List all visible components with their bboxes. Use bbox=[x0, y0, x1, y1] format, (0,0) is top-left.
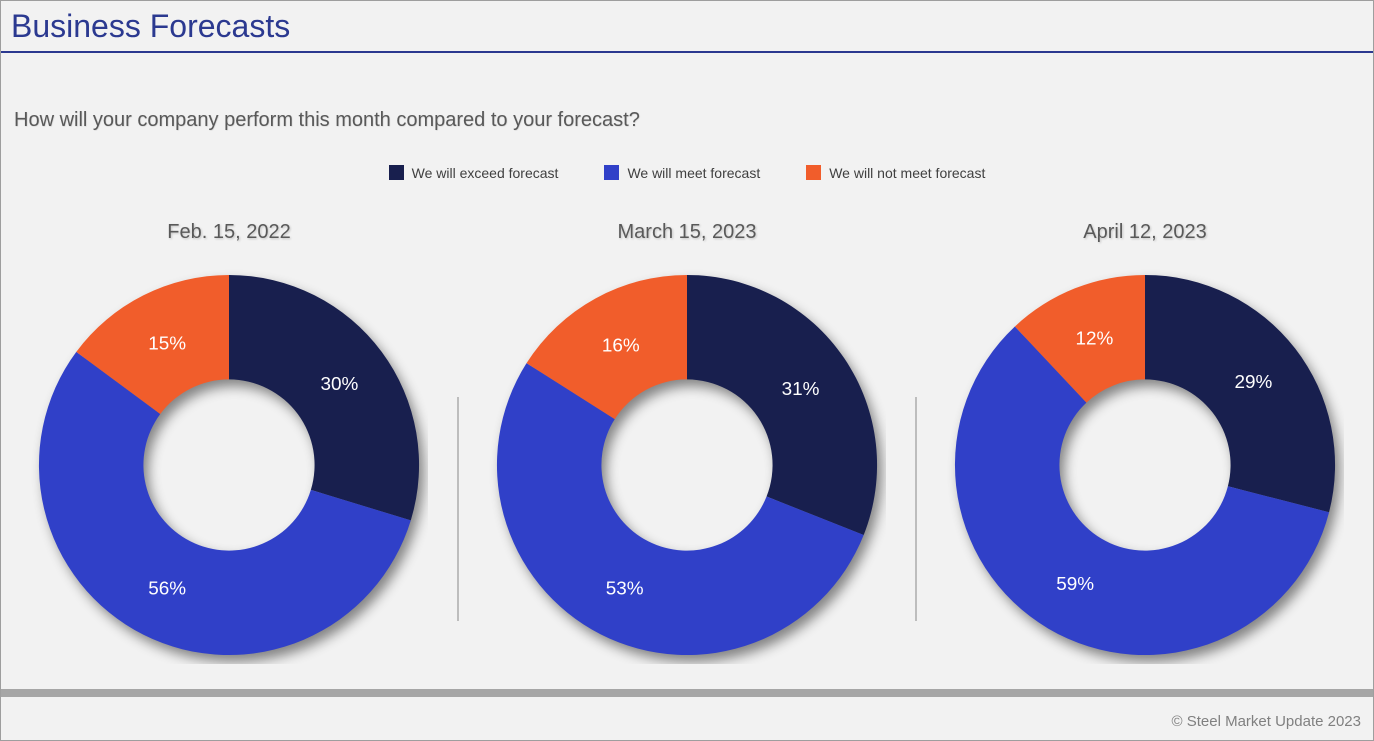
legend: We will exceed forecast We will meet fore… bbox=[1, 165, 1373, 181]
title-divider bbox=[1, 50, 1373, 53]
legend-label: We will meet forecast bbox=[627, 164, 761, 181]
slice-label: 29% bbox=[1235, 372, 1273, 393]
legend-swatch bbox=[388, 165, 404, 181]
legend-swatch bbox=[604, 165, 620, 181]
copyright-text: © Steel Market Update 2023 bbox=[1171, 713, 1362, 730]
pie-slice bbox=[1145, 274, 1336, 513]
pie-slice bbox=[526, 274, 687, 419]
slice-label: 59% bbox=[1056, 574, 1094, 595]
legend-item: We will exceed forecast bbox=[388, 164, 559, 181]
slice-label: 16% bbox=[602, 335, 640, 356]
legend-label: We will exceed forecast bbox=[411, 164, 559, 181]
pie-slice bbox=[76, 274, 229, 414]
chart-title: Feb. 15, 2022 bbox=[167, 220, 291, 243]
chart-divider bbox=[457, 396, 459, 621]
header: Business Forecasts bbox=[1, 1, 1373, 45]
slice-label: 56% bbox=[148, 578, 186, 599]
pie-slice bbox=[687, 274, 878, 535]
pie-slice bbox=[38, 351, 411, 655]
question-text: How will your company perform this month… bbox=[14, 108, 640, 131]
footer: © Steel Market Update 2023 bbox=[1, 689, 1373, 740]
pie-slice bbox=[1014, 274, 1145, 403]
chart-title: March 15, 2023 bbox=[617, 220, 757, 243]
donut-svg: 29% 59% 12% bbox=[954, 274, 1336, 655]
legend-swatch bbox=[806, 165, 822, 181]
donut-svg: 30% 56% 15% bbox=[38, 274, 420, 655]
charts-row: Feb. 15, 2022 30% 56% 15% March 15, 2023 31% 5… bbox=[1, 221, 1373, 664]
chart-title: April 12, 2023 bbox=[1083, 220, 1207, 243]
page-title: Business Forecasts bbox=[11, 8, 291, 44]
slice-label: 31% bbox=[782, 379, 820, 400]
donut-chart-1: Feb. 15, 2022 30% 56% 15% bbox=[23, 221, 435, 664]
slice-label: 12% bbox=[1076, 328, 1114, 349]
pie-slice bbox=[954, 326, 1330, 655]
donut-chart-2: March 15, 2023 31% 53% 16% bbox=[481, 221, 893, 664]
donut-svg: 31% 53% 16% bbox=[496, 274, 878, 655]
donut-slices: 30% 56% 15% bbox=[38, 274, 420, 655]
pie-slice bbox=[229, 274, 420, 521]
legend-label: We will not meet forecast bbox=[829, 164, 986, 181]
slice-label: 15% bbox=[148, 333, 186, 354]
legend-item: We will not meet forecast bbox=[806, 165, 985, 181]
chart-divider bbox=[915, 396, 917, 621]
donut-slices: 31% 53% 16% bbox=[496, 274, 878, 655]
donut-chart-3: April 12, 2023 29% 59% 12% bbox=[939, 221, 1351, 664]
slice-label: 30% bbox=[320, 374, 358, 395]
pie-slice bbox=[496, 362, 864, 655]
donut-slices: 29% 59% 12% bbox=[954, 274, 1336, 655]
footer-bar bbox=[1, 689, 1373, 697]
legend-item: We will meet forecast bbox=[604, 165, 760, 181]
slice-label: 53% bbox=[606, 578, 644, 599]
